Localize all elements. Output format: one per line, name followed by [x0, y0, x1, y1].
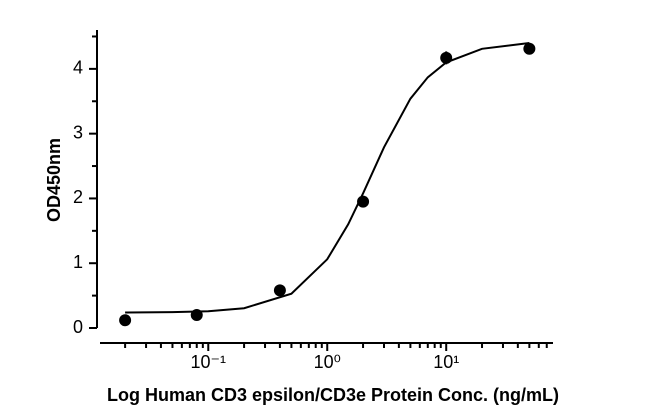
data-point — [190, 309, 203, 322]
fit-curve — [125, 42, 530, 314]
x-tick-label: 10⁰ — [314, 352, 341, 372]
x-axis-title: Log Human CD3 epsilon/CD3e Protein Conc.… — [107, 385, 559, 405]
y-axis-title: OD450nm — [44, 138, 64, 222]
y-tick-label: 2 — [73, 187, 83, 207]
y-tick-label: 3 — [73, 122, 83, 142]
x-tick-label: 10⁻¹ — [191, 352, 227, 372]
y-tick-label: 1 — [73, 252, 83, 272]
x-tick-label: 10¹ — [433, 352, 459, 372]
data-point — [357, 195, 370, 208]
data-point — [119, 314, 132, 327]
y-tick-label: 4 — [73, 58, 83, 78]
data-point — [523, 42, 536, 55]
y-tick-label: 0 — [73, 317, 83, 337]
data-point — [440, 51, 453, 64]
data-point — [273, 284, 286, 297]
